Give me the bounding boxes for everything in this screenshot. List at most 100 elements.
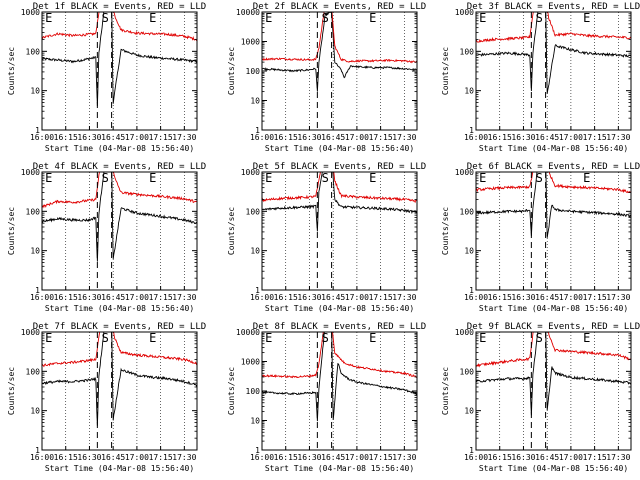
series-events-line xyxy=(476,332,631,416)
y-tick-label: 1 xyxy=(255,126,260,135)
panel-title: Det 8f BLACK = Events, RED = LLD xyxy=(253,322,426,332)
plot-frame xyxy=(261,331,418,451)
y-axis-label: Counts/sec xyxy=(441,47,450,95)
y-tick-label: 10 xyxy=(250,97,260,106)
plot-frame xyxy=(41,171,198,291)
x-tick-label: 17:15 xyxy=(369,453,393,462)
y-tick-label: 1 xyxy=(35,286,40,295)
y-tick-label: 1000 xyxy=(21,168,40,177)
y-tick-label: 1000 xyxy=(241,358,260,367)
x-axis-label: Start Time (04-Mar-08 15:56:40) xyxy=(45,464,194,473)
x-axis-label: Start Time (04-Mar-08 15:56:40) xyxy=(479,304,628,313)
y-tick-label: 100 xyxy=(26,207,41,216)
x-tick-label: 17:15 xyxy=(149,293,173,302)
x-tick-label: 17:15 xyxy=(369,293,393,302)
marker-label: E xyxy=(265,331,272,345)
series-lld-line xyxy=(262,332,417,379)
marker-label: E xyxy=(149,331,156,345)
marker-label: S xyxy=(322,11,329,25)
y-axis-label: Counts/sec xyxy=(227,207,236,255)
x-tick-label: 16:15 xyxy=(274,293,298,302)
y-tick-label: 10 xyxy=(464,247,474,256)
y-tick-label: 1 xyxy=(35,126,40,135)
marker-label: E xyxy=(583,331,590,345)
x-tick-label: 16:15 xyxy=(274,133,298,142)
x-tick-label: 16:00 xyxy=(30,453,54,462)
x-axis-label: Start Time (04-Mar-08 15:56:40) xyxy=(479,464,628,473)
series-lld-line xyxy=(42,12,197,42)
x-tick-label: 17:30 xyxy=(392,293,416,302)
y-tick-label: 1 xyxy=(255,446,260,455)
y-tick-label: 10000 xyxy=(236,328,260,337)
marker-label: E xyxy=(265,171,272,185)
x-tick-label: 17:30 xyxy=(172,293,196,302)
x-tick-label: 16:15 xyxy=(54,133,78,142)
series-events-line xyxy=(42,332,197,426)
y-tick-label: 1 xyxy=(469,286,474,295)
y-tick-label: 1 xyxy=(255,286,260,295)
series-lld-line xyxy=(262,12,417,64)
y-tick-label: 100 xyxy=(460,367,475,376)
y-axis-label: Counts/sec xyxy=(227,47,236,95)
x-tick-label: 16:15 xyxy=(274,453,298,462)
x-tick-label: 16:45 xyxy=(101,133,125,142)
x-tick-label: 17:00 xyxy=(559,293,583,302)
y-tick-label: 10 xyxy=(464,407,474,416)
x-axis-label: Start Time (04-Mar-08 15:56:40) xyxy=(265,144,414,153)
y-tick-label: 10000 xyxy=(236,8,260,17)
x-tick-label: 16:45 xyxy=(535,133,559,142)
marker-label: S xyxy=(102,11,109,25)
x-tick-label: 17:00 xyxy=(559,453,583,462)
plot-frame xyxy=(41,11,198,131)
y-tick-label: 100 xyxy=(26,47,41,56)
y-axis-label: Counts/sec xyxy=(7,207,16,255)
x-tick-label: 16:00 xyxy=(464,133,488,142)
y-tick-label: 10 xyxy=(250,417,260,426)
y-tick-label: 10 xyxy=(30,87,40,96)
y-tick-label: 100 xyxy=(460,47,475,56)
y-tick-label: 10 xyxy=(464,87,474,96)
series-lld-line xyxy=(476,172,631,194)
marker-label: E xyxy=(479,171,486,185)
x-tick-label: 17:00 xyxy=(345,453,369,462)
x-tick-label: 16:30 xyxy=(511,453,535,462)
x-tick-label: 16:30 xyxy=(77,453,101,462)
marker-label: S xyxy=(536,11,543,25)
x-tick-label: 16:30 xyxy=(511,133,535,142)
panel-title: Det 6f BLACK = Events, RED = LLD xyxy=(467,162,640,172)
x-tick-label: 16:00 xyxy=(250,293,274,302)
marker-label: E xyxy=(149,11,156,25)
x-tick-label: 16:15 xyxy=(488,453,512,462)
y-tick-label: 10 xyxy=(30,247,40,256)
y-tick-label: 1000 xyxy=(455,8,474,17)
y-tick-label: 100 xyxy=(246,67,261,76)
marker-label: S xyxy=(102,331,109,345)
x-tick-label: 17:30 xyxy=(172,133,196,142)
x-tick-label: 17:30 xyxy=(172,453,196,462)
x-tick-label: 17:30 xyxy=(392,133,416,142)
marker-label: S xyxy=(536,331,543,345)
x-tick-label: 16:30 xyxy=(77,133,101,142)
x-axis-label: Start Time (04-Mar-08 15:56:40) xyxy=(45,144,194,153)
marker-label: E xyxy=(479,331,486,345)
y-axis-label: Counts/sec xyxy=(441,207,450,255)
y-tick-label: 1000 xyxy=(21,328,40,337)
x-axis-label: Start Time (04-Mar-08 15:56:40) xyxy=(265,464,414,473)
x-tick-label: 16:00 xyxy=(464,453,488,462)
x-tick-label: 16:45 xyxy=(321,133,345,142)
series-lld-line xyxy=(42,332,197,368)
x-tick-label: 17:00 xyxy=(125,133,149,142)
x-tick-label: 16:45 xyxy=(321,293,345,302)
series-lld-line xyxy=(476,12,631,43)
marker-label: E xyxy=(583,171,590,185)
marker-label: S xyxy=(102,171,109,185)
x-axis-label: Start Time (04-Mar-08 15:56:40) xyxy=(479,144,628,153)
plot-frame xyxy=(475,171,632,291)
x-axis-label: Start Time (04-Mar-08 15:56:40) xyxy=(265,304,414,313)
x-tick-label: 17:30 xyxy=(606,133,630,142)
